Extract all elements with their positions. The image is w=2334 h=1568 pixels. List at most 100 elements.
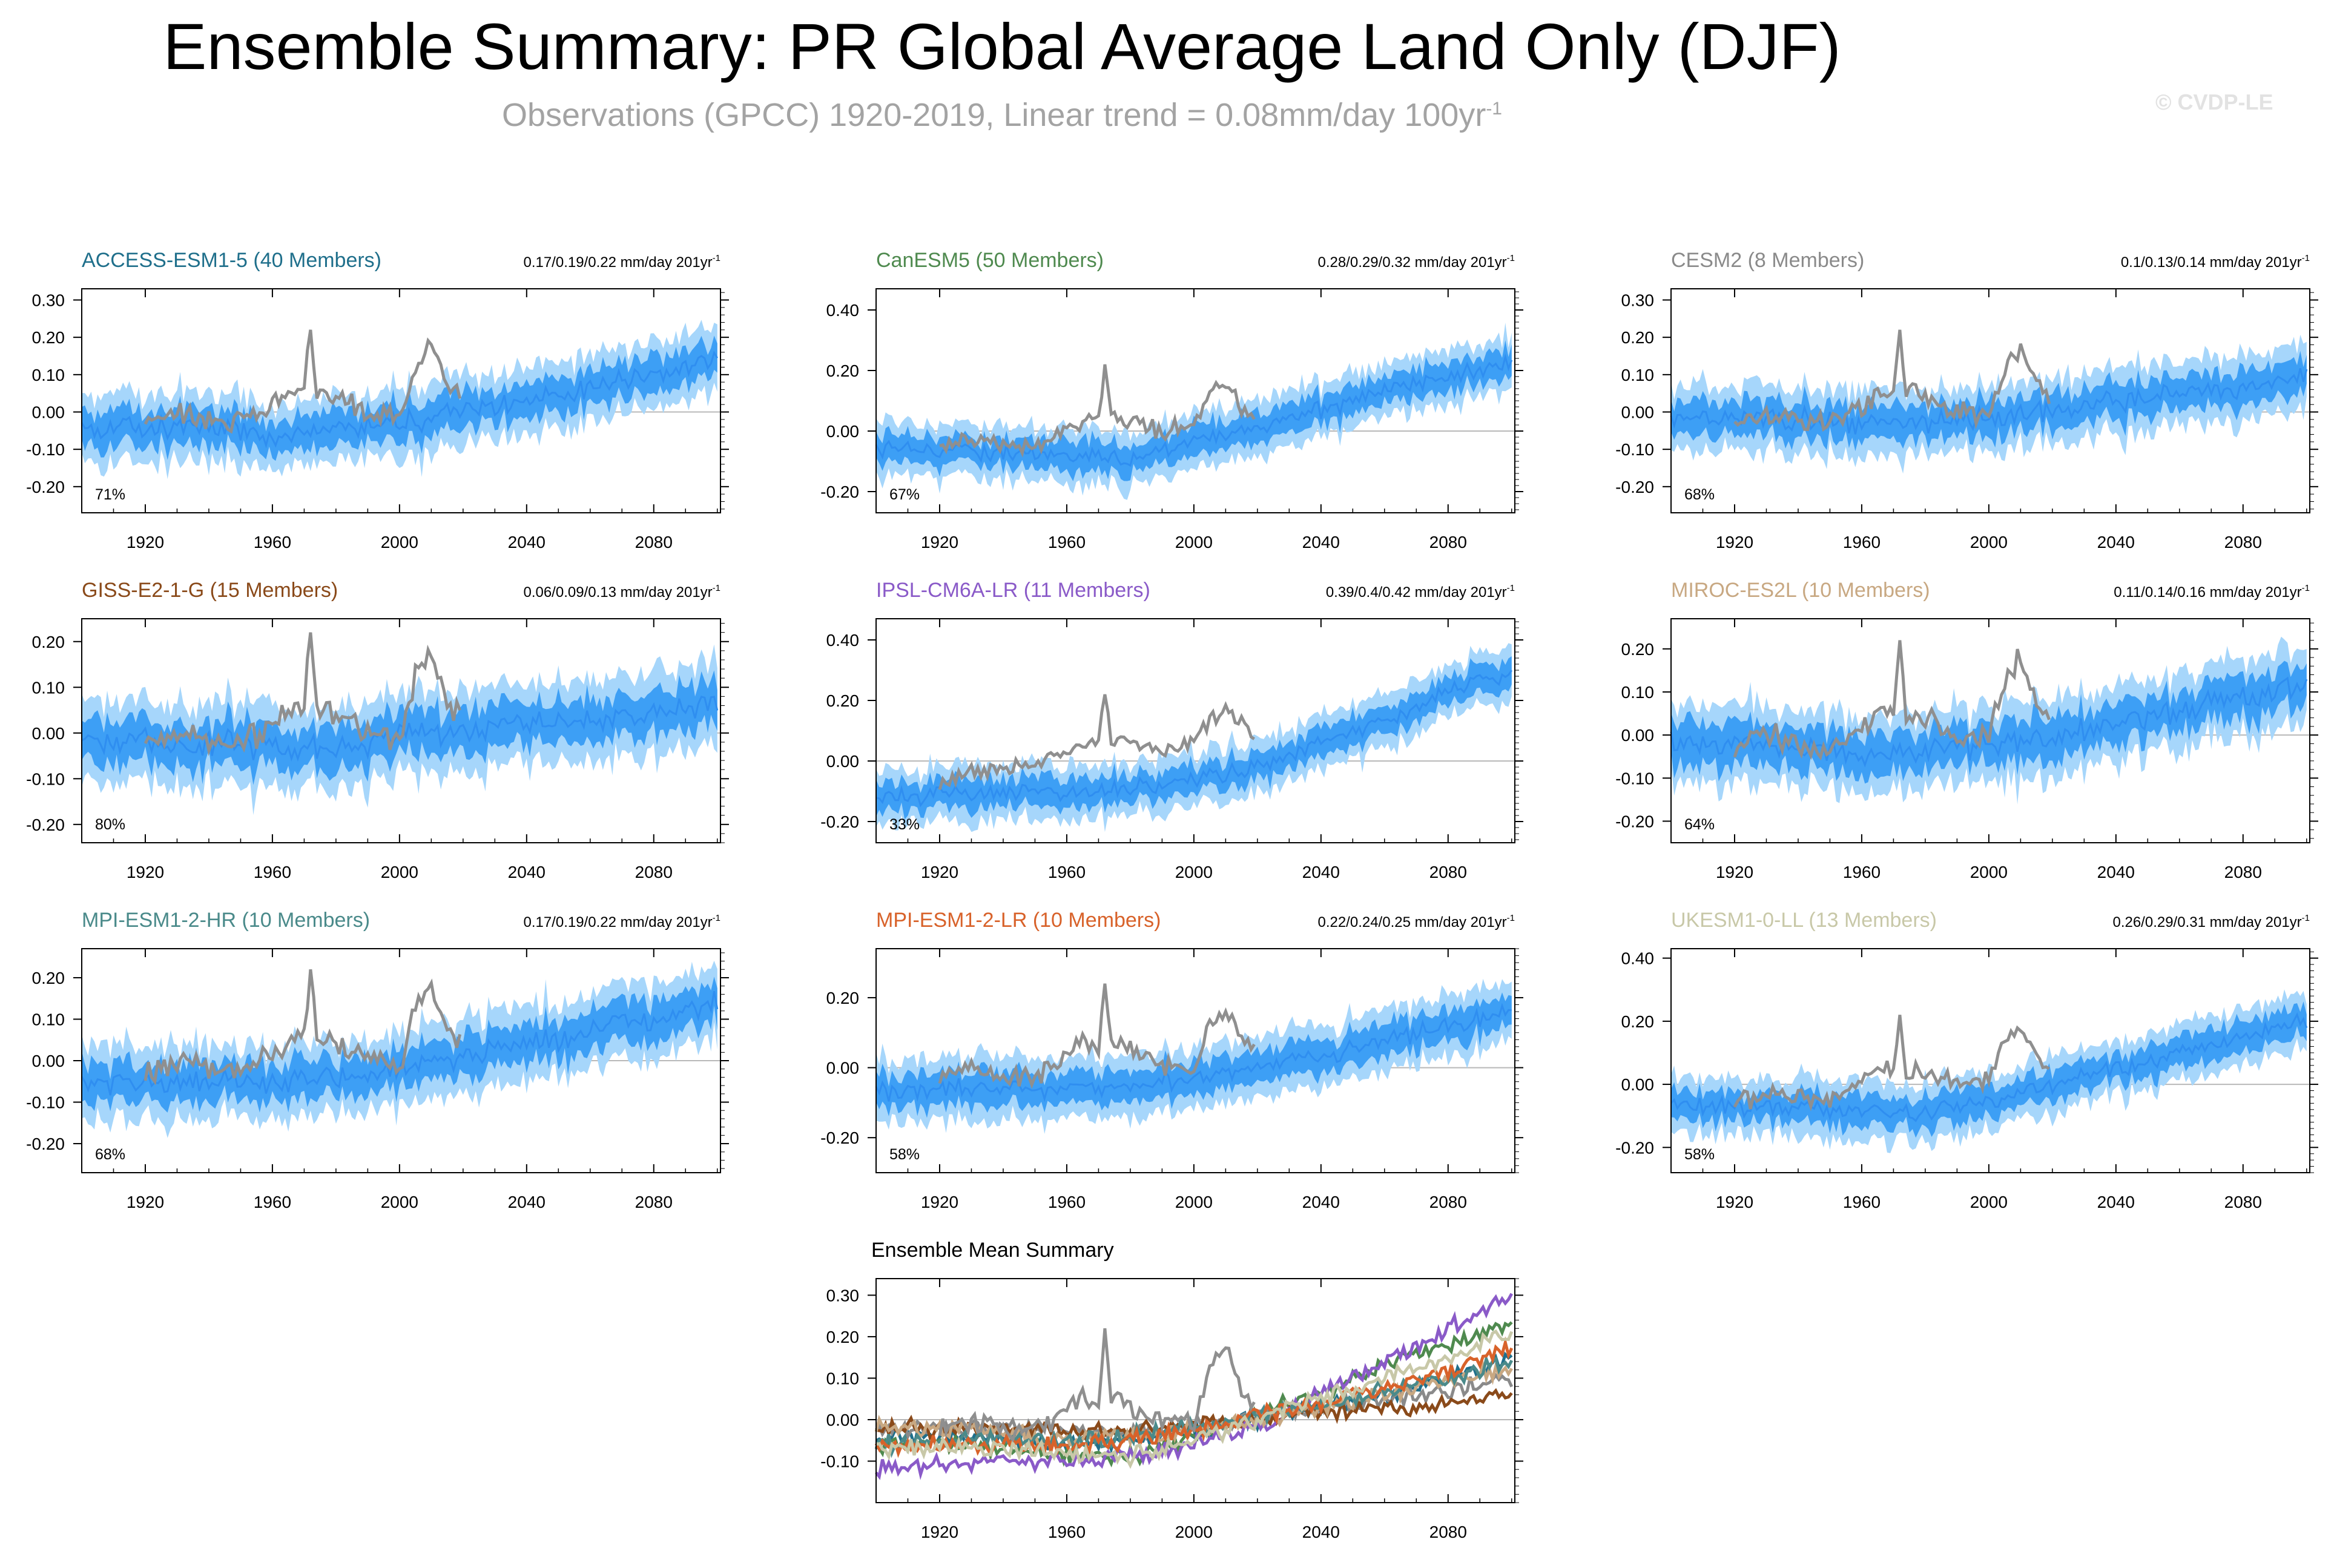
y-tick-label: 0.10 (1621, 366, 1655, 384)
y-tick-label: 0.40 (1621, 949, 1655, 968)
x-tick-label: 1960 (1048, 533, 1086, 552)
panel-percent: 80% (95, 816, 125, 833)
y-tick-label: 0.00 (826, 1411, 860, 1429)
x-tick-label: 1960 (1843, 863, 1881, 881)
x-tick-label: 1920 (1716, 863, 1753, 881)
model-line-ukesm1-0-ll (875, 1329, 1514, 1469)
y-tick-label: -0.10 (1615, 769, 1654, 788)
x-tick-label: 1960 (1048, 863, 1086, 881)
chart-panel: 1920 1960 2000 2040 2080 0.40 0.20 0.00 -0.20 Can… (820, 249, 1523, 552)
y-tick-label: 0.40 (826, 301, 860, 320)
x-tick-label: 1960 (1048, 1523, 1086, 1541)
y-tick-label: 0.00 (826, 1059, 860, 1078)
y-tick-label: 0.40 (826, 631, 860, 650)
y-tick-label: 0.10 (32, 1010, 65, 1029)
y-tick-label: 0.20 (826, 989, 860, 1007)
ensemble-range-inner (82, 977, 717, 1113)
page-subtitle: Observations (GPCC) 1920-2019, Linear tr… (0, 90, 2004, 134)
model-line-ipsl-cm6a-lr (875, 1293, 1513, 1480)
y-tick-label: -0.20 (1615, 1138, 1654, 1157)
plot-frame (1670, 288, 2310, 513)
y-tick-label: 0.30 (32, 291, 65, 310)
x-tick-label: 2080 (2224, 533, 2262, 552)
panel-title: IPSL-CM6A-LR (11 Members) (876, 579, 1150, 602)
ensemble-mean-line (1670, 676, 2308, 768)
panel-trend-exponent: -1 (2302, 913, 2310, 923)
x-tick-label: 2040 (508, 533, 546, 552)
y-tick-label: -0.10 (26, 1093, 65, 1112)
x-tick-label: 2080 (635, 533, 673, 552)
y-tick-label: 0.20 (1621, 328, 1655, 347)
x-tick-label: 2000 (381, 533, 418, 552)
y-tick-label: 0.10 (32, 678, 65, 697)
x-tick-label: 2040 (1302, 1193, 1340, 1211)
x-tick-label: 1920 (921, 1193, 958, 1211)
x-tick-label: 2080 (1429, 1523, 1467, 1541)
x-tick-label: 2040 (2097, 1193, 2135, 1211)
y-tick-label: -0.20 (26, 1135, 65, 1153)
x-tick-label: 1960 (254, 533, 291, 552)
panel-trend-exponent: -1 (713, 913, 720, 923)
ensemble-mean-line (875, 353, 1513, 467)
chart-panel: 1920 1960 2000 2040 2080 0.40 0.20 0.00 -0.20 IPS… (820, 579, 1523, 881)
x-tick-label: 2080 (1429, 533, 1467, 552)
x-tick-label: 1920 (1716, 1193, 1753, 1211)
ensemble-mean-line (81, 696, 719, 762)
x-tick-label: 2000 (1175, 863, 1213, 881)
observations-line (938, 1328, 1256, 1443)
plot-frame (81, 618, 721, 843)
y-tick-label: -0.20 (26, 478, 65, 496)
x-tick-label: 2040 (1302, 863, 1340, 881)
panel-trend: 0.39/0.4/0.42 mm/day 201yr-1 (1326, 583, 1515, 601)
panel-trend: 0.17/0.19/0.22 mm/day 201yr-1 (523, 253, 720, 271)
ensemble-mean-line (81, 350, 719, 449)
y-tick-label: -0.10 (26, 440, 65, 459)
ensemble-range-inner (1671, 351, 2307, 452)
x-tick-label: 2040 (2097, 863, 2135, 881)
panel-trend: 0.17/0.19/0.22 mm/day 201yr-1 (523, 913, 720, 931)
x-tick-label: 1960 (1843, 1193, 1881, 1211)
panel-percent: 64% (1684, 816, 1715, 833)
panel-trend-exponent: -1 (1507, 913, 1515, 923)
chart-panel: 1920 1960 2000 2040 2080 0.30 0.20 0.10 0.00 -0.1… (1615, 249, 2318, 552)
x-tick-label: 1920 (127, 863, 164, 881)
observations-line (939, 364, 1256, 458)
observations-line (143, 969, 462, 1085)
x-tick-label: 2000 (1970, 1193, 2008, 1211)
plot-frame (1670, 618, 2310, 843)
chart-panel: 1920 1960 2000 2040 2080 0.20 0.00 -0.20 MPI-ESM… (820, 909, 1523, 1211)
observations-line (938, 983, 1256, 1089)
x-tick-label: 2000 (1175, 1523, 1213, 1541)
panel-percent: 68% (95, 1146, 125, 1163)
panel-trend: 0.1/0.13/0.14 mm/day 201yr-1 (2121, 253, 2310, 271)
x-tick-label: 2040 (1302, 1523, 1340, 1541)
observations-line (938, 694, 1255, 791)
ensemble-range-inner (876, 340, 1512, 481)
y-tick-label: 0.30 (1621, 291, 1655, 310)
x-tick-label: 2040 (508, 863, 546, 881)
panel-title: ACCESS-ESM1-5 (40 Members) (82, 249, 381, 272)
x-tick-label: 1920 (127, 1193, 164, 1211)
y-tick-label: -0.20 (820, 1128, 859, 1147)
x-tick-label: 1920 (1716, 533, 1753, 552)
x-tick-label: 2000 (381, 863, 418, 881)
y-tick-label: 0.00 (1621, 403, 1655, 422)
ensemble-mean-line (875, 670, 1513, 808)
ensemble-mean-line (1670, 1012, 2308, 1122)
y-tick-label: 0.20 (826, 1328, 860, 1346)
x-tick-label: 2040 (508, 1193, 546, 1211)
y-tick-label: 0.00 (826, 752, 860, 771)
plot-frame (81, 288, 721, 513)
x-tick-label: 2080 (1429, 863, 1467, 881)
y-tick-label: 0.00 (32, 1052, 65, 1070)
panel-title: MIROC-ES2L (10 Members) (1671, 579, 1930, 602)
chart-panel: 1920 1960 2000 2040 2080 0.20 0.10 0.00 -0.10 -0.… (26, 909, 729, 1211)
x-tick-label: 2080 (2224, 1193, 2262, 1211)
x-tick-label: 1960 (1048, 1193, 1086, 1211)
chart-panel: 1920 1960 2000 2040 2080 0.40 0.20 0.00 -0.20 UKE… (1615, 909, 2318, 1211)
panel-title: MPI-ESM1-2-LR (10 Members) (876, 909, 1161, 932)
x-tick-label: 2080 (635, 863, 673, 881)
panel-title: GISS-E2-1-G (15 Members) (82, 579, 338, 602)
y-tick-label: 0.20 (826, 691, 860, 710)
